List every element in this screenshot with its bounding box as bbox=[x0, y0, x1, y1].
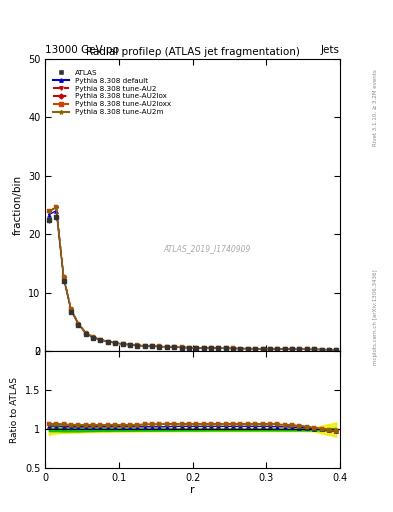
Text: ATLAS_2019_I1740909: ATLAS_2019_I1740909 bbox=[163, 245, 251, 253]
Text: mcplots.cern.ch [arXiv:1306.3436]: mcplots.cern.ch [arXiv:1306.3436] bbox=[373, 270, 378, 365]
Title: Radial profileρ (ATLAS jet fragmentation): Radial profileρ (ATLAS jet fragmentation… bbox=[86, 47, 299, 57]
Y-axis label: Ratio to ATLAS: Ratio to ATLAS bbox=[10, 377, 19, 443]
X-axis label: r: r bbox=[190, 485, 195, 495]
Legend: ATLAS, Pythia 8.308 default, Pythia 8.308 tune-AU2, Pythia 8.308 tune-AU2lox, Py: ATLAS, Pythia 8.308 default, Pythia 8.30… bbox=[52, 68, 173, 117]
Text: 13000 GeV pp: 13000 GeV pp bbox=[45, 45, 119, 55]
Text: Jets: Jets bbox=[321, 45, 340, 55]
Text: Rivet 3.1.10, ≥ 3.2M events: Rivet 3.1.10, ≥ 3.2M events bbox=[373, 69, 378, 146]
Y-axis label: fraction/bin: fraction/bin bbox=[13, 175, 22, 235]
